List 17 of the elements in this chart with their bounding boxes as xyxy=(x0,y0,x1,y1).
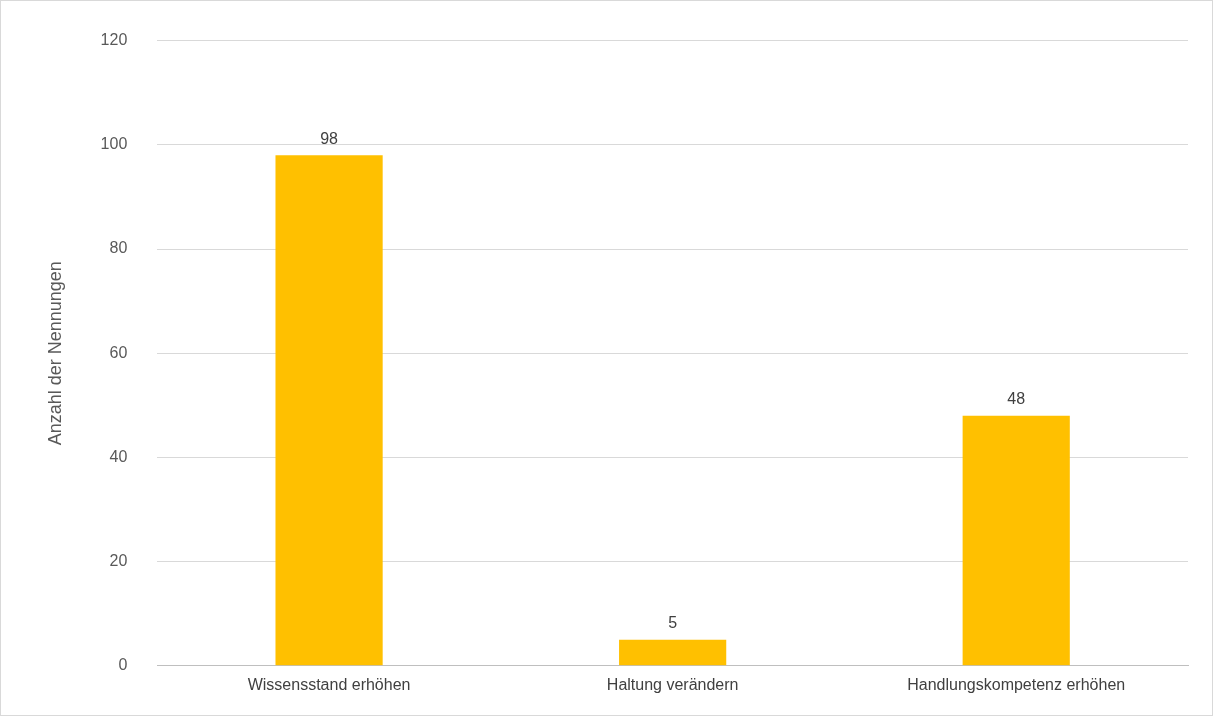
bar xyxy=(619,639,727,666)
y-tick-label: 20 xyxy=(109,552,128,570)
bar xyxy=(275,155,383,666)
y-tick-label: 40 xyxy=(109,447,128,465)
y-axis-title: Anzahl der Nennungen xyxy=(44,261,65,446)
x-tick-label: Handlungskompetenz erhöhen xyxy=(907,675,1126,693)
data-label: 98 xyxy=(320,129,339,147)
data-label: 48 xyxy=(1007,390,1026,408)
y-tick-label: 80 xyxy=(109,239,128,257)
x-tick-label: Wissensstand erhöhen xyxy=(247,675,411,693)
y-tick-label: 60 xyxy=(109,343,128,361)
y-tick-label: 120 xyxy=(100,31,128,49)
y-tick-label: 100 xyxy=(100,135,128,153)
x-tick-label: Haltung verändern xyxy=(606,675,739,693)
bar xyxy=(962,415,1070,666)
y-tick-label: 0 xyxy=(118,656,128,674)
data-label: 5 xyxy=(668,614,678,632)
